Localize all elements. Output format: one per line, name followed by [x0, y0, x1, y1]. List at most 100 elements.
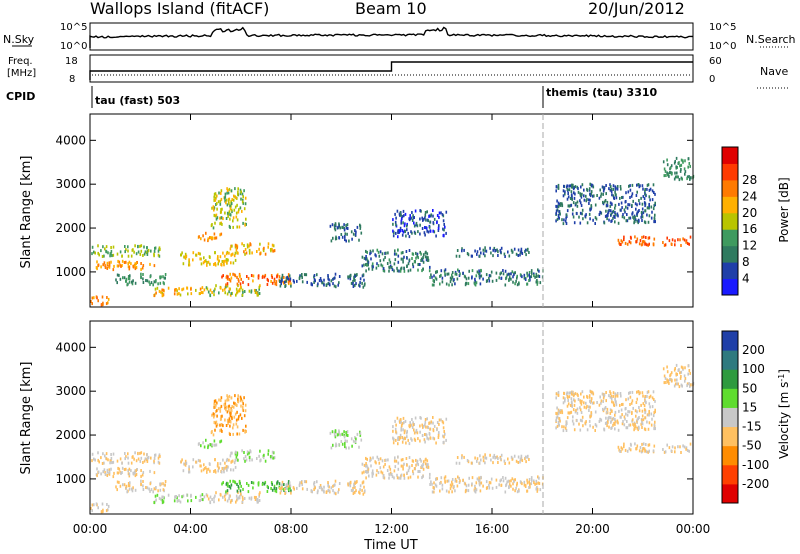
power-echo-cell: [411, 211, 413, 214]
velocity-echo-cell: [589, 405, 591, 409]
velocity-echo-cell: [614, 413, 616, 417]
power-echo-cell: [354, 278, 356, 282]
power-echo-cell: [674, 243, 676, 247]
power-echo-cell: [663, 243, 666, 247]
power-echo-cell: [385, 251, 387, 255]
power-echo-cell: [215, 284, 217, 288]
power-echo-cell: [492, 248, 494, 252]
velocity-echo-cell: [115, 485, 117, 489]
velocity-echo-cell: [663, 450, 666, 454]
power-echo-cell: [278, 275, 281, 279]
velocity-echo-cell: [362, 480, 365, 484]
power-echo-cell: [435, 234, 437, 238]
power-echo-cell: [379, 259, 382, 263]
power-echo-cell: [206, 263, 208, 267]
velocity-ylabel: Slant Range [km]: [19, 362, 34, 475]
power-echo-cell: [628, 203, 631, 207]
velocity-echo-cell: [226, 398, 228, 402]
velocity-echo-cell: [179, 500, 182, 504]
power-colorbar-swatch: [722, 179, 738, 197]
power-colorbar-swatch: [722, 262, 738, 280]
velocity-echo-cell: [635, 414, 637, 418]
velocity-echo-cell: [451, 478, 454, 481]
velocity-echo-cell: [228, 404, 231, 408]
velocity-echo-cell: [666, 443, 668, 447]
velocity-echo-cell: [164, 480, 167, 483]
velocity-echo-cell: [463, 455, 465, 459]
velocity-echo-cell: [583, 405, 586, 409]
power-echo-cell: [629, 196, 631, 199]
power-echo-cell: [640, 243, 643, 247]
velocity-echo-cell: [437, 434, 440, 437]
power-echo-cell: [561, 218, 563, 222]
power-echo-cell: [343, 223, 345, 227]
velocity-echo-cell: [647, 427, 650, 431]
velocity-echo-cell: [91, 509, 93, 513]
velocity-echo-cell: [488, 481, 491, 485]
power-echo-cell: [258, 287, 260, 291]
velocity-echo-cell: [567, 399, 569, 402]
power-echo-cell: [639, 239, 642, 242]
power-echo-cell: [634, 215, 636, 219]
velocity-echo-cell: [562, 396, 565, 400]
velocity-echo-cell: [671, 445, 674, 449]
velocity-echo-cell: [226, 484, 229, 488]
velocity-echo-cell: [555, 392, 558, 396]
power-echo-cell: [395, 252, 398, 256]
power-echo-cell: [680, 168, 682, 171]
velocity-echo-cell: [395, 423, 397, 427]
power-echo-cell: [323, 278, 325, 282]
velocity-echo-cell: [167, 493, 170, 497]
power-echo-cell: [402, 230, 405, 234]
power-echo-cell: [447, 272, 450, 276]
power-echo-cell: [666, 158, 668, 162]
velocity-echo-cell: [108, 470, 111, 474]
velocity-echo-cell: [445, 417, 448, 421]
power-echo-cell: [395, 231, 397, 235]
power-echo-cell: [507, 272, 510, 276]
power-echo-cell: [213, 293, 215, 297]
power-echo-cell: [160, 290, 162, 294]
power-echo-cell: [419, 217, 421, 221]
power-echo-cell: [228, 187, 231, 191]
velocity-echo-cell: [240, 404, 242, 408]
velocity-echo-cell: [644, 400, 647, 404]
velocity-echo-cell: [367, 467, 370, 471]
power-echo-cell: [400, 219, 403, 223]
power-echo-cell: [274, 282, 276, 286]
power-echo-cell: [376, 248, 379, 252]
power-echo-cell: [127, 277, 130, 281]
power-echo-cell: [139, 252, 142, 256]
velocity-echo-cell: [343, 433, 346, 437]
power-echo-cell: [132, 279, 134, 283]
velocity-echo-cell: [590, 412, 593, 416]
velocity-echo-cell: [608, 415, 610, 419]
velocity-echo-cell: [361, 481, 364, 485]
power-echo-cell: [107, 251, 109, 255]
velocity-echo-cell: [243, 414, 246, 418]
velocity-echo-cell: [413, 467, 416, 470]
velocity-echo-cell: [159, 488, 162, 492]
velocity-echo-cell: [675, 363, 678, 367]
velocity-echo-cell: [280, 489, 282, 493]
velocity-echo-cell: [609, 390, 611, 394]
velocity-echo-cell: [598, 420, 601, 423]
power-echo-cell: [646, 187, 648, 191]
velocity-echo-cell: [484, 461, 486, 465]
velocity-echo-cell: [214, 494, 216, 498]
power-echo-cell: [492, 254, 494, 258]
velocity-echo-cell: [232, 432, 234, 436]
power-echo-cell: [136, 261, 138, 264]
velocity-echo-cell: [582, 424, 584, 428]
velocity-echo-cell: [359, 491, 361, 495]
power-echo-cell: [426, 252, 429, 256]
power-echo-cell: [515, 279, 517, 283]
velocity-echo-cell: [422, 424, 425, 428]
power-colorbar-tick: 4: [742, 272, 750, 286]
power-echo-cell: [642, 187, 644, 191]
velocity-colorbar-tick: 100: [742, 362, 765, 376]
power-echo-cell: [408, 218, 411, 222]
power-echo-cell: [437, 229, 440, 232]
power-echo-cell: [293, 280, 295, 284]
power-echo-cell: [608, 187, 610, 191]
